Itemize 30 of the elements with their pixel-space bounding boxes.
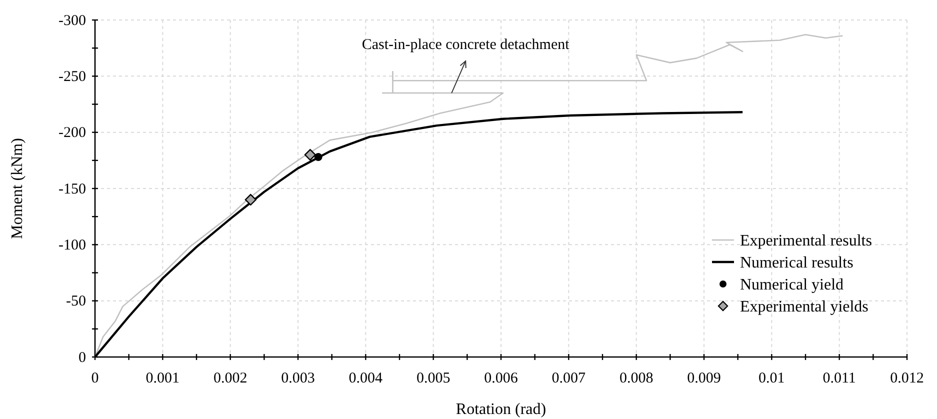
x-tick-label: 0.001 [146, 370, 180, 386]
y-tick-label: -250 [58, 68, 86, 85]
legend-label: Experimental results [740, 232, 872, 250]
y-axis-title: Moment (kNm) [9, 138, 26, 239]
x-tick-label: 0.008 [619, 370, 654, 386]
y-tick-label: -100 [58, 237, 86, 254]
x-axis-title: Rotation (rad) [456, 401, 546, 418]
x-tick-label: 0.009 [687, 370, 721, 386]
x-tick-label: 0.002 [213, 370, 248, 386]
y-tick-label: 0 [78, 350, 86, 366]
x-tick-label: 0.007 [552, 370, 586, 386]
x-tick-label: 0.004 [348, 370, 384, 386]
legend-label: Experimental yields [740, 298, 868, 316]
y-tick-label: -200 [58, 125, 86, 142]
point [304, 149, 316, 161]
x-tick-label: 0.011 [822, 370, 856, 386]
legend-label: Numerical results [740, 254, 854, 272]
x-tick-label: 0.003 [281, 370, 315, 386]
x-tick-label: 0.01 [758, 370, 785, 386]
y-tick-label: -300 [58, 12, 86, 29]
point [244, 194, 256, 206]
annotation: Cast-in-place concrete detachment [362, 37, 570, 54]
x-tick-label: 0.005 [416, 370, 450, 386]
legend-label: Numerical yield [740, 276, 844, 294]
x-tick-label: 0.012 [890, 370, 924, 386]
point [314, 153, 322, 162]
y-tick-label: -150 [58, 181, 86, 198]
x-tick-label: 0 [91, 370, 99, 386]
y-tick-label: -50 [66, 294, 86, 310]
x-tick-label: 0.006 [484, 370, 518, 386]
